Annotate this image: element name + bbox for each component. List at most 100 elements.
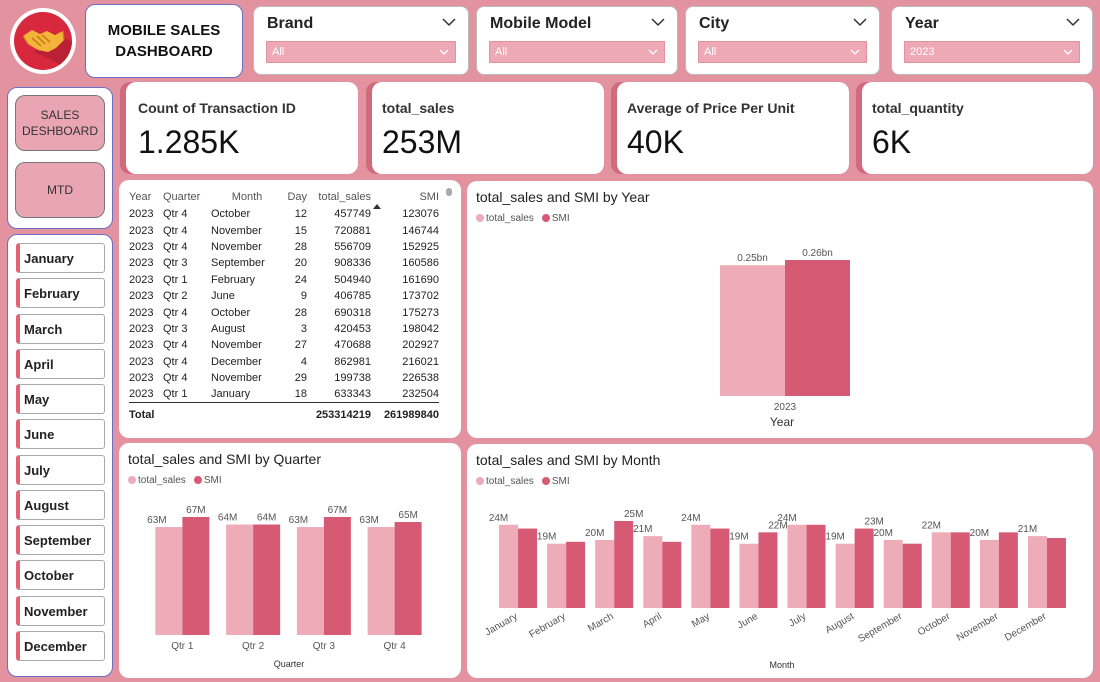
bar-SMI[interactable] (518, 528, 538, 608)
bar-SMI[interactable] (998, 532, 1018, 608)
bar-total_sales[interactable] (979, 539, 999, 608)
month-button-september[interactable]: September (16, 525, 105, 555)
x-tick-label: Qtr 2 (242, 641, 265, 652)
kpi-value: 253M (382, 124, 463, 160)
legend-item-smi[interactable]: SMI (193, 475, 222, 486)
sales-dashboard-button[interactable]: SALES DESHBOARD (15, 95, 105, 151)
month-button-june[interactable]: June (16, 419, 105, 449)
month-button-july[interactable]: July (16, 455, 105, 485)
bar-total_sales[interactable] (1027, 536, 1047, 608)
bar-total_sales[interactable] (835, 543, 855, 608)
bar-SMI[interactable] (614, 521, 634, 608)
bar-total_sales[interactable] (643, 536, 663, 608)
kpi-title: total_quantity (872, 100, 964, 116)
year-dropdown[interactable]: 2023 (904, 41, 1080, 63)
month-button-november[interactable]: November (16, 596, 105, 626)
table-row[interactable]: 2023 Qtr 4 November 27 470688 202927 (129, 337, 439, 353)
month-button-february[interactable]: February (16, 278, 105, 308)
bar-SMI[interactable] (253, 524, 281, 635)
column-header-month[interactable]: Month (231, 191, 263, 203)
city-slicer[interactable]: City All (685, 6, 880, 75)
month-button-october[interactable]: October (16, 560, 105, 590)
bar-total_sales[interactable] (691, 524, 711, 608)
bar-total_sales[interactable] (296, 527, 324, 635)
bar-SMI[interactable] (1046, 538, 1066, 608)
bar-total_sales[interactable] (367, 527, 395, 635)
x-tick-label: February (527, 611, 567, 641)
mobile-model-slicer[interactable]: Mobile Model All (476, 6, 678, 75)
bar-total_sales[interactable] (787, 524, 807, 608)
table-cell: 720881 (334, 224, 371, 237)
chevron-down-icon[interactable] (1066, 17, 1080, 27)
bar-SMI[interactable] (950, 532, 970, 608)
table-cell: 2023 (129, 306, 154, 319)
kpi-title: Average of Price Per Unit (627, 100, 795, 116)
brand-slicer[interactable]: Brand All (253, 6, 469, 75)
bar-SMI[interactable] (710, 528, 730, 608)
column-header-smi[interactable]: SMI (371, 188, 439, 209)
table-row[interactable]: 2023 Qtr 4 December 4 862981 216021 (129, 354, 439, 370)
table-row[interactable]: 2023 Qtr 1 January 18 633343 232504 (129, 386, 439, 402)
bar-SMI[interactable] (785, 260, 850, 396)
month-button-april[interactable]: April (16, 349, 105, 379)
table-row[interactable]: 2023 Qtr 3 September 20 908336 160586 (129, 255, 439, 271)
table-row[interactable]: 2023 Qtr 4 November 28 556709 152925 (129, 239, 439, 255)
month-button-march[interactable]: March (16, 314, 105, 344)
column-header-total-sales[interactable]: total_sales (318, 191, 371, 203)
bar-total_sales[interactable] (499, 524, 519, 608)
brand-dropdown[interactable]: All (266, 41, 456, 63)
table-scrollbar[interactable] (446, 188, 452, 196)
bar-SMI[interactable] (394, 522, 422, 635)
legend-item-total-sales[interactable]: total_sales (476, 476, 534, 487)
bar-SMI[interactable] (854, 528, 874, 608)
data-label: 22M (768, 520, 787, 531)
table-cell: 175273 (402, 306, 439, 319)
year-slicer[interactable]: Year 2023 (891, 6, 1093, 75)
bar-SMI[interactable] (182, 517, 210, 635)
legend-item-smi[interactable]: SMI (541, 213, 570, 224)
bar-SMI[interactable] (806, 524, 826, 608)
bar-total_sales[interactable] (595, 539, 615, 608)
month-button-december[interactable]: December (16, 631, 105, 661)
bar-total_sales[interactable] (547, 543, 567, 608)
column-header-quarter[interactable]: Quarter (163, 191, 201, 203)
x-tick-label: July (787, 611, 808, 629)
bar-SMI[interactable] (323, 517, 351, 635)
table-row[interactable]: 2023 Qtr 1 February 24 504940 161690 (129, 272, 439, 288)
table-cell: 420453 (334, 322, 371, 335)
bar-total_sales[interactable] (226, 524, 254, 635)
month-button-august[interactable]: August (16, 490, 105, 520)
bar-total_sales[interactable] (883, 539, 903, 608)
data-label: 20M (873, 528, 892, 539)
table-row[interactable]: 2023 Qtr 4 November 15 720881 146744 (129, 222, 439, 238)
table-row[interactable]: 2023 Qtr 3 August 3 420453 198042 (129, 321, 439, 337)
bar-SMI[interactable] (902, 543, 922, 608)
kpi-transaction-count-card: Count of Transaction ID 1.285K (120, 82, 358, 174)
legend-item-total-sales[interactable]: total_sales (476, 213, 534, 224)
month-button-may[interactable]: May (16, 384, 105, 414)
table-row[interactable]: 2023 Qtr 4 October 28 690318 175273 (129, 304, 439, 320)
chevron-down-icon[interactable] (651, 17, 665, 27)
bar-total_sales[interactable] (155, 527, 183, 635)
bar-total_sales[interactable] (739, 543, 759, 608)
total-label: Total (129, 402, 163, 422)
month-button-january[interactable]: January (16, 243, 105, 273)
bar-SMI[interactable] (662, 541, 682, 608)
bar-total_sales[interactable] (931, 532, 951, 608)
bar-SMI[interactable] (758, 532, 778, 608)
city-dropdown[interactable]: All (698, 41, 867, 63)
mobile-model-dropdown[interactable]: All (489, 41, 665, 63)
legend-item-smi[interactable]: SMI (541, 476, 570, 487)
table-cell: 4 (300, 355, 307, 368)
column-header-year[interactable]: Year (129, 191, 152, 203)
chevron-down-icon[interactable] (853, 17, 867, 27)
mtd-button[interactable]: MTD (15, 162, 105, 218)
table-row[interactable]: 2023 Qtr 4 October 12 457749 123076 (129, 206, 439, 222)
column-header-day[interactable]: Day (287, 191, 307, 203)
table-row[interactable]: 2023 Qtr 4 November 29 199738 226538 (129, 370, 439, 386)
bar-SMI[interactable] (566, 541, 586, 608)
chevron-down-icon[interactable] (442, 17, 456, 27)
legend-item-total-sales[interactable]: total_sales (128, 475, 186, 486)
bar-total_sales[interactable] (720, 265, 785, 396)
table-row[interactable]: 2023 Qtr 2 June 9 406785 173702 (129, 288, 439, 304)
